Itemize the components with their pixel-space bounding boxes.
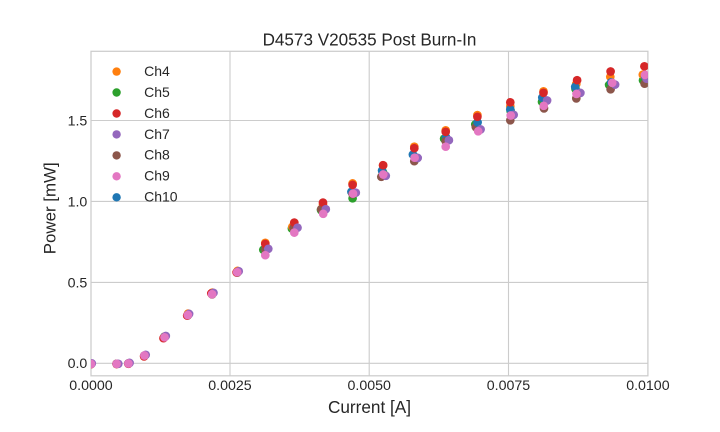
svg-text:0.0: 0.0: [68, 356, 88, 372]
svg-text:1.0: 1.0: [68, 194, 88, 210]
svg-text:0.0025: 0.0025: [208, 378, 252, 394]
svg-text:Ch8: Ch8: [144, 147, 170, 163]
svg-text:Ch5: Ch5: [144, 84, 170, 100]
svg-text:Current [A]: Current [A]: [328, 397, 411, 417]
svg-text:Ch4: Ch4: [144, 63, 170, 79]
svg-text:Ch9: Ch9: [144, 168, 170, 184]
svg-text:1.5: 1.5: [68, 113, 88, 129]
svg-text:Ch7: Ch7: [144, 126, 170, 142]
svg-text:Ch10: Ch10: [144, 189, 178, 205]
svg-text:0.0050: 0.0050: [347, 378, 391, 394]
svg-text:0.5: 0.5: [68, 275, 88, 291]
svg-text:Power [mW]: Power [mW]: [41, 162, 60, 254]
svg-text:0.0100: 0.0100: [626, 378, 670, 394]
svg-text:0.0075: 0.0075: [487, 378, 531, 394]
svg-text:Ch6: Ch6: [144, 105, 170, 121]
svg-text:0.0000: 0.0000: [69, 378, 113, 394]
svg-text:D4573 V20535 Post Burn-In: D4573 V20535 Post Burn-In: [263, 31, 477, 50]
